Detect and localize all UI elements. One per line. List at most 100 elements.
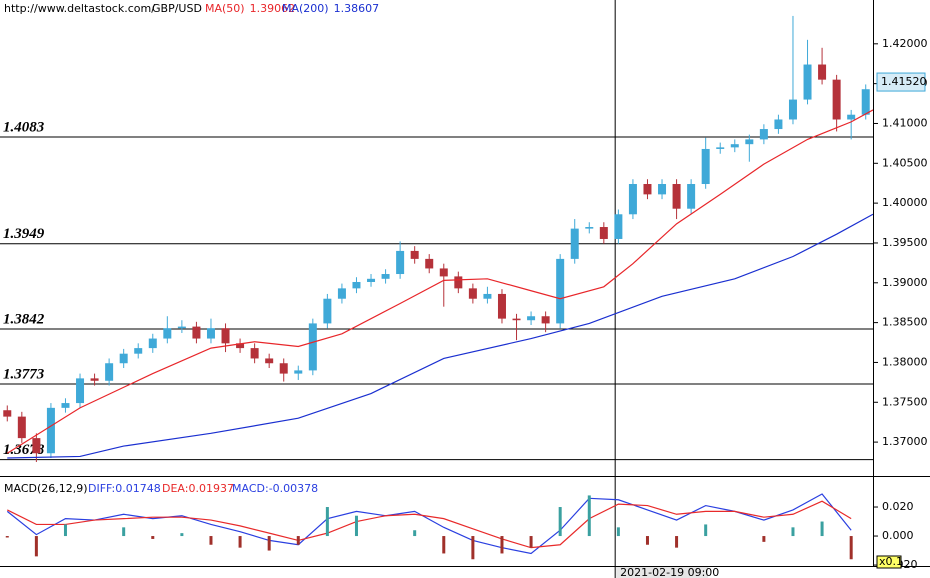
candle-body xyxy=(687,184,696,209)
candle-body xyxy=(250,348,259,359)
legend-entry: MA(200) 1.38607 xyxy=(282,2,379,15)
candle-body xyxy=(279,363,288,374)
series-line xyxy=(7,213,874,459)
legend-entry: DEA:0.01937 xyxy=(162,482,234,495)
histogram-bar xyxy=(471,536,475,560)
candle-body xyxy=(730,144,739,148)
candle-body xyxy=(396,250,405,275)
candle-body xyxy=(134,348,143,354)
level-label: 1.3949 xyxy=(3,226,45,242)
scale-label: x0.1 xyxy=(879,555,903,568)
candle-body xyxy=(672,184,681,209)
scale-box xyxy=(876,555,902,569)
y-tick-label: 1.41000 xyxy=(882,116,928,129)
histogram-bar xyxy=(675,536,679,548)
legend-name: DIFF: xyxy=(88,482,115,495)
axis: 1.420001.415001.410001.405001.400001.395… xyxy=(873,37,928,571)
last-price-box xyxy=(876,72,926,92)
legend-name: MA(50) xyxy=(205,2,245,15)
candle-body xyxy=(410,250,419,259)
histogram-bar xyxy=(296,536,300,545)
candle-body xyxy=(381,274,390,279)
candle-body xyxy=(454,276,463,289)
candle-body xyxy=(439,268,448,277)
series-line xyxy=(7,500,852,549)
histogram-bar xyxy=(209,536,213,545)
y-tick-label: 0.020 xyxy=(882,500,914,513)
histogram-bar xyxy=(791,527,795,537)
histogram-bar xyxy=(645,536,649,545)
candle-body xyxy=(861,89,870,115)
legend-entry: MA(50) 1.39062 xyxy=(205,2,295,15)
candle-body xyxy=(847,114,856,120)
axis-panel xyxy=(874,0,930,578)
y-tick-label: 1.38000 xyxy=(882,355,928,368)
candle-body xyxy=(105,363,114,381)
candle-body xyxy=(701,148,710,185)
y-tick-label: 1.37500 xyxy=(882,395,928,408)
candle-body xyxy=(367,278,376,282)
symbol-label: GBP/USD xyxy=(152,2,202,15)
legend-value: 0.01748 xyxy=(115,482,161,495)
candle-body xyxy=(337,288,346,299)
level-label: 1.3842 xyxy=(3,311,45,327)
y-tick-label: 1.42000 xyxy=(882,37,928,50)
candle-body xyxy=(556,258,565,324)
candle-body xyxy=(148,338,157,349)
histogram-bar xyxy=(413,530,417,537)
candle-body xyxy=(468,288,477,299)
legend-value: 1.38607 xyxy=(334,2,380,15)
histogram-bar xyxy=(5,536,9,538)
candle-body xyxy=(221,328,230,344)
crosshair-label: 2021-02-19 09:00 xyxy=(620,566,719,578)
histogram-bar xyxy=(34,536,38,557)
histogram-bar xyxy=(238,536,242,548)
candle-body xyxy=(177,326,186,329)
candle-body xyxy=(119,353,128,364)
legend-name: MACD: xyxy=(232,482,269,495)
candle-body xyxy=(759,129,768,140)
candle-body xyxy=(352,281,361,289)
y-tick-label: 0.000 xyxy=(882,529,914,542)
y-tick-label: 1.38500 xyxy=(882,316,928,329)
level-label: 1.4083 xyxy=(3,119,45,135)
histogram-bar xyxy=(762,536,766,542)
candle-body xyxy=(76,378,85,404)
candle-body xyxy=(541,316,550,324)
histogram-bar xyxy=(558,507,562,537)
legend-entry: MACD:-0.00378 xyxy=(232,482,318,495)
candle-body xyxy=(61,403,70,408)
candle-body xyxy=(788,99,797,120)
legend-name: MA(200) xyxy=(282,2,329,15)
candle-body xyxy=(3,410,12,417)
histogram-bar xyxy=(151,536,155,539)
y-tick-label: 1.37000 xyxy=(882,435,928,448)
candle-body xyxy=(294,370,303,374)
source-label: http://www.deltastock.com/ xyxy=(4,2,155,15)
candle-body xyxy=(628,184,637,215)
candle-body xyxy=(512,318,521,321)
histogram-bar xyxy=(63,524,67,537)
legend-value: 0.01937 xyxy=(188,482,234,495)
legend-entry: DIFF:0.01748 xyxy=(88,482,161,495)
histogram-bar xyxy=(442,536,446,554)
candle-body xyxy=(803,64,812,100)
legend-value: 1.39062 xyxy=(250,2,296,15)
candle-body xyxy=(497,293,506,319)
candle-body xyxy=(745,139,754,145)
level-label: 1.3773 xyxy=(3,366,45,382)
crosshair-label-box xyxy=(616,567,709,578)
candle-body xyxy=(818,64,827,80)
candle-body xyxy=(46,407,55,454)
y-tick-label: 1.39000 xyxy=(882,276,928,289)
histogram-bar xyxy=(616,527,620,537)
y-tick-label: 1.40500 xyxy=(882,156,928,169)
legend-name: DEA: xyxy=(162,482,188,495)
candle-body xyxy=(425,258,434,269)
histogram-bar xyxy=(587,495,591,537)
candle-body xyxy=(658,184,667,195)
histogram-bar xyxy=(820,521,824,537)
